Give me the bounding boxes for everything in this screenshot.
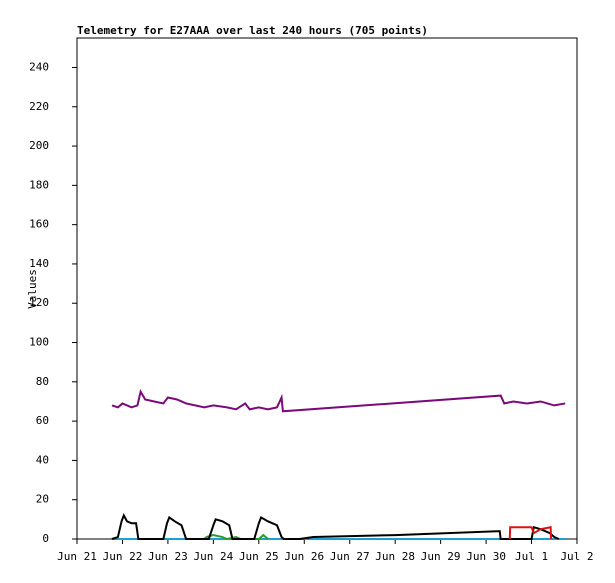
y-tick-label: 20	[36, 493, 49, 506]
x-tick-label: Jun 21	[57, 550, 97, 563]
y-tick-label: 200	[29, 139, 49, 152]
y-tick-label: 240	[29, 60, 49, 73]
x-tick-label: Jun 28	[375, 550, 415, 563]
x-tick-label: Jun 23	[148, 550, 188, 563]
y-tick-label: 80	[36, 375, 49, 388]
chart-title: Telemetry for E27AAA over last 240 hours…	[77, 24, 428, 37]
series-line	[508, 526, 553, 540]
y-tick-label: 0	[42, 532, 49, 545]
x-tick-label: Jun 30	[466, 550, 506, 563]
y-tick-label: 140	[29, 257, 49, 270]
y-tick-label: 60	[36, 414, 49, 427]
x-tick-label: Jun 26	[284, 550, 324, 563]
y-axis-label: Values	[26, 269, 39, 309]
y-tick-label: 40	[36, 453, 49, 466]
x-tick-label: Jun 25	[239, 550, 279, 563]
y-tick-label: 180	[29, 178, 49, 191]
series-line	[111, 388, 566, 413]
x-tick-label: Jun 22	[103, 550, 143, 563]
y-tick-label: 120	[29, 296, 49, 309]
y-tick-label: 160	[29, 218, 49, 231]
x-tick-label: Jul 1	[515, 550, 548, 563]
x-tick-label: Jun 24	[193, 550, 233, 563]
plot-frame	[76, 37, 578, 540]
y-tick-label: 220	[29, 100, 49, 113]
x-tick-label: Jul 2	[560, 550, 593, 563]
x-tick-label: Jun 27	[330, 550, 370, 563]
x-tick-label: Jun 29	[421, 550, 461, 563]
series-line	[111, 513, 560, 540]
y-tick-label: 100	[29, 336, 49, 349]
